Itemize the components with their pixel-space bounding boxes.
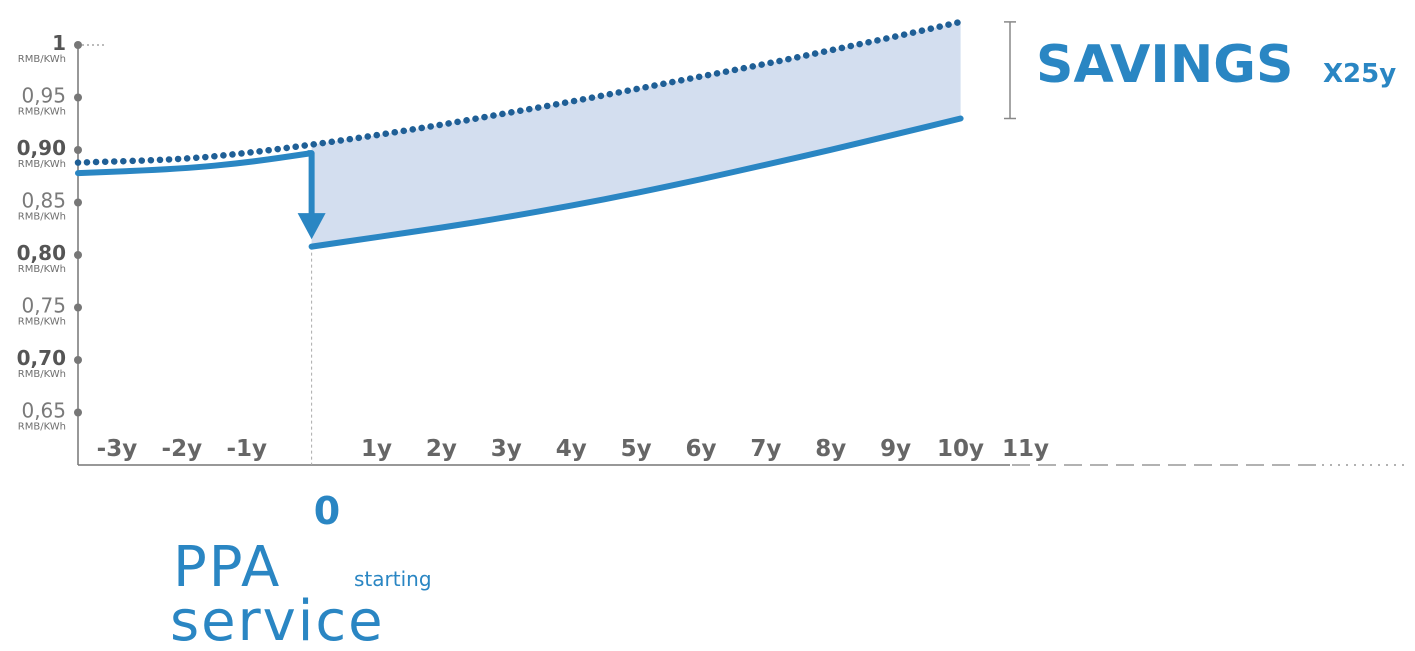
y-unit-label: RMB/KWh: [18, 212, 66, 223]
y-tick-dot: [74, 409, 82, 417]
x-tick-label: 9y: [880, 436, 911, 462]
x-tick-label: 10y: [937, 436, 984, 462]
zero-label: 0: [314, 489, 340, 533]
y-tick-dot: [74, 356, 82, 364]
x-tick-label: 4y: [556, 436, 587, 462]
service-label: service: [170, 589, 385, 651]
x-tick-label: 2y: [426, 436, 457, 462]
x-tick-label: 7y: [750, 436, 781, 462]
y-tick-dot: [74, 199, 82, 207]
x-tick-label: 1y: [361, 436, 392, 462]
y-tick-dot: [74, 41, 82, 49]
y-tick-label: 0,90: [17, 136, 66, 160]
y-tick-dot: [74, 94, 82, 102]
y-tick-label: 0,95: [21, 84, 66, 108]
x-tick-label: -3y: [97, 436, 138, 462]
savings-area-layer: [312, 22, 961, 247]
x-tick-label: 5y: [621, 436, 652, 462]
y-tick-label: 0,70: [17, 346, 66, 370]
y-tick-dot: [74, 304, 82, 312]
y-unit-label: RMB/KWh: [18, 369, 66, 380]
x-tick-label: 6y: [685, 436, 716, 462]
y-unit-label: RMB/KWh: [18, 54, 66, 65]
y-tick-label: 0,75: [21, 294, 66, 318]
y-unit-label: RMB/KWh: [18, 317, 66, 328]
x-tick-label: -1y: [226, 436, 267, 462]
y-tick-dot: [74, 251, 82, 259]
y-unit-label: RMB/KWh: [18, 159, 66, 170]
savings-label: SAVINGS: [1036, 35, 1293, 95]
y-tick-label: 0,65: [21, 399, 66, 423]
y-unit-label: RMB/KWh: [18, 107, 66, 118]
y-tick-dot: [74, 146, 82, 154]
x-tick-label: 11y: [1002, 436, 1049, 462]
x-tick-label: -2y: [162, 436, 203, 462]
savings-suffix-label: X25y: [1323, 59, 1396, 89]
y-tick-label: 1: [52, 31, 66, 55]
x-tick-label: 8y: [815, 436, 846, 462]
y-unit-label: RMB/KWh: [18, 264, 66, 275]
y-tick-label: 0,80: [17, 241, 66, 265]
x-tick-label: 3y: [491, 436, 522, 462]
y-tick-label: 0,85: [21, 189, 66, 213]
savings-area: [312, 22, 961, 247]
starting-label: starting: [354, 567, 432, 591]
y-unit-label: RMB/KWh: [18, 422, 66, 433]
